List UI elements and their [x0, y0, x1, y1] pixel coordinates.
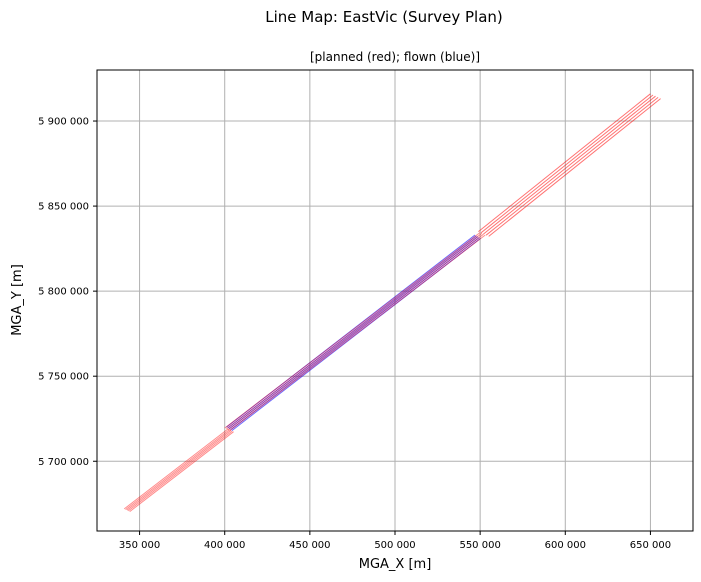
flown-survey-line — [231, 238, 481, 431]
x-tick-label: 550 000 — [459, 540, 500, 551]
planned-survey-line — [485, 97, 659, 236]
flown-survey-line — [227, 235, 477, 429]
flown-survey-line — [226, 234, 476, 428]
planned-survey-line — [227, 233, 484, 431]
planned-survey-line — [226, 232, 483, 430]
y-tick-label: 5 750 000 — [38, 372, 89, 383]
flown-survey-line — [228, 236, 479, 430]
planned-survey-line — [129, 431, 234, 512]
x-tick-label: 350 000 — [119, 540, 160, 551]
planned-survey-line — [478, 93, 651, 232]
y-axis-ticks: 5 700 000 5 750 000 5 800 000 5 850 000 5 90… — [38, 117, 97, 468]
x-tick-label: 500 000 — [374, 540, 415, 551]
planned-survey-line — [127, 430, 233, 512]
grid-lines — [97, 70, 693, 531]
planned-survey-line — [483, 95, 656, 235]
x-tick-label: 450 000 — [289, 540, 330, 551]
y-tick-label: 5 900 000 — [38, 117, 89, 128]
planned-survey-line — [488, 98, 661, 237]
y-tick-label: 5 700 000 — [38, 457, 89, 468]
x-axis-label: MGA_X [m] — [359, 557, 432, 572]
planned-survey-line — [123, 428, 229, 510]
planned-survey-line — [224, 232, 481, 429]
planned-survey-line — [125, 429, 230, 510]
axes-subtitle: [planned (red); flown (blue)] — [310, 50, 480, 64]
y-tick-label: 5 850 000 — [38, 202, 89, 213]
y-tick-label: 5 800 000 — [38, 287, 89, 298]
x-axis-ticks: 350 000 400 000 450 000 500 000 550 000 600 0… — [119, 531, 671, 551]
x-tick-label: 600 000 — [545, 540, 586, 551]
figure-title: Line Map: EastVic (Survey Plan) — [265, 8, 503, 26]
planned-survey-line — [126, 429, 232, 511]
flown-survey-line — [230, 237, 480, 431]
x-tick-label: 650 000 — [630, 540, 671, 551]
y-axis-label: MGA_Y [m] — [10, 264, 25, 336]
x-tick-label: 400 000 — [204, 540, 245, 551]
survey-lines — [123, 93, 661, 512]
planned-survey-line — [229, 234, 486, 431]
planned-survey-line — [480, 94, 654, 234]
